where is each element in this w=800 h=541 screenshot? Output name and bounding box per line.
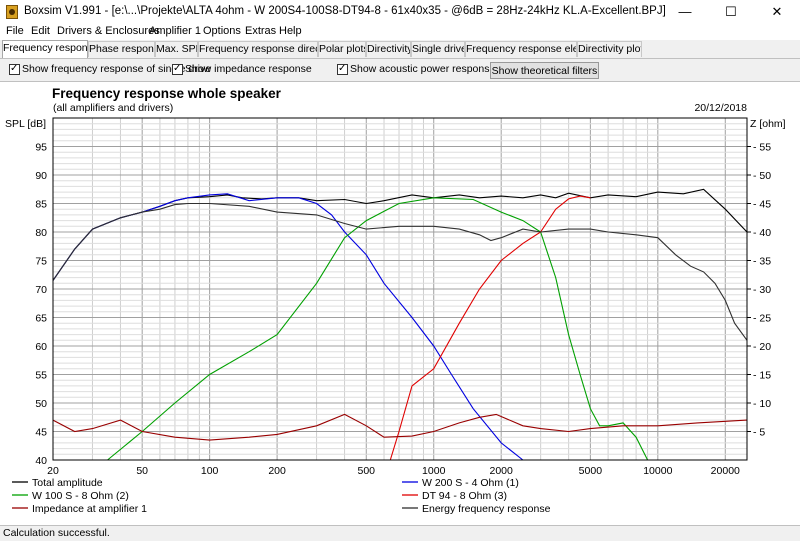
tab-polar-plots[interactable]: Polar plots — [318, 41, 366, 57]
single-driver-checkbox[interactable]: Show frequency response of single drive — [9, 62, 212, 76]
legend-label: Impedance at amplifier 1 — [32, 503, 147, 515]
series-line-4 — [389, 195, 591, 461]
legend-label: W 200 S - 4 Ohm (1) — [422, 477, 519, 489]
checkbox-checked-icon — [172, 62, 183, 76]
menu-bar: File Edit Drivers & Enclosures Amplifier… — [0, 24, 800, 40]
y-tick-label: 65 — [35, 313, 47, 325]
window-title: Boxsim V1.991 - [e:\...\Projekte\ALTA 4o… — [24, 5, 666, 17]
y-tick-label: 70 — [35, 284, 47, 296]
y-tick-label: 90 — [35, 170, 47, 182]
tab-frequency-response-directions[interactable]: Frequency response directions — [198, 41, 318, 57]
x-tick-label: 50 — [136, 465, 148, 477]
title-bar: Boxsim V1.991 - [e:\...\Projekte\ALTA 4o… — [0, 0, 800, 24]
menu-amplifier[interactable]: Amplifier 1 — [149, 25, 201, 37]
y-tick-label: 50 — [35, 398, 47, 410]
tab-frequency-response-electrical[interactable]: Frequency response electr... — [465, 41, 577, 57]
checkbox-checked-icon — [9, 62, 20, 76]
y-tick-label: 55 — [35, 370, 47, 382]
y2-tick-label: - 20 — [753, 341, 771, 353]
chart-date: 20/12/2018 — [694, 102, 747, 114]
menu-drivers-enclosures[interactable]: Drivers & Enclosures — [57, 25, 160, 37]
maximize-button[interactable]: ☐ — [725, 4, 737, 19]
x-tick-label: 100 — [201, 465, 219, 477]
y-tick-label: 40 — [35, 455, 47, 467]
impedance-checkbox-label: Show impedance response — [185, 63, 312, 75]
acoustic-power-checkbox-label: Show acoustic power response — [350, 63, 496, 75]
y2-axis-label: Z [ohm] — [750, 118, 786, 130]
tab-phase-response[interactable]: Phase response — [88, 41, 155, 57]
tab-directivity[interactable]: Directivity — [366, 41, 411, 57]
impedance-checkbox[interactable]: Show impedance response — [172, 62, 312, 76]
single-driver-checkbox-label: Show frequency response of single drive — [22, 63, 212, 75]
grid — [52, 117, 747, 461]
x-tick-label: 20000 — [711, 465, 740, 477]
y-tick-label: 75 — [35, 256, 47, 268]
frequency-response-chart: Frequency response whole speaker (all am… — [5, 86, 786, 515]
series-line-6 — [52, 202, 748, 341]
legend: Total amplitude W 200 S - 4 Ohm (1) W 100 … — [12, 477, 551, 515]
series-line-3 — [107, 197, 649, 461]
x-tick-label: 200 — [268, 465, 286, 477]
tab-frequency-response[interactable]: Frequency response. — [2, 40, 88, 58]
show-theoretical-filters-button[interactable]: Show theoretical filters — [490, 62, 599, 79]
y2-tick-label: - 50 — [753, 170, 771, 182]
plot-frame — [52, 117, 748, 461]
y2-tick-label: - 30 — [753, 284, 771, 296]
y2-tick-label: - 25 — [753, 313, 771, 325]
y2-tick-label: - 5 — [753, 427, 765, 439]
y-tick-label: 60 — [35, 341, 47, 353]
chart-title: Frequency response whole speaker — [52, 86, 282, 101]
chart-area: Frequency response whole speaker (all am… — [0, 82, 800, 525]
tick-labels: 20 50 100 200 500 1000 2000 5000 10000 20000 40 45 5… — [35, 142, 771, 478]
x-tick-label: 10000 — [643, 465, 672, 477]
x-tick-label: 20 — [47, 465, 59, 477]
minimize-button[interactable]: — — [678, 4, 692, 19]
y-tick-label: 45 — [35, 427, 47, 439]
options-toolbar: Show frequency response of single drive … — [0, 58, 800, 82]
close-button[interactable]: ✕ — [771, 4, 783, 19]
checkbox-checked-icon — [337, 62, 348, 76]
series-line-5 — [52, 413, 748, 441]
y2-tick-label: - 45 — [753, 199, 771, 211]
y2-tick-label: - 35 — [753, 256, 771, 268]
y2-tick-label: - 40 — [753, 227, 771, 239]
y2-tick-label: - 10 — [753, 398, 771, 410]
y2-tick-label: - 55 — [753, 142, 771, 154]
legend-label: W 100 S - 8 Ohm (2) — [32, 490, 129, 502]
tab-single-driver[interactable]: Single driver — [411, 41, 465, 57]
y-tick-label: 80 — [35, 227, 47, 239]
legend-label: DT 94 - 8 Ohm (3) — [422, 490, 507, 502]
y-tick-label: 85 — [35, 199, 47, 211]
menu-edit[interactable]: Edit — [31, 25, 50, 37]
acoustic-power-checkbox[interactable]: Show acoustic power response — [337, 62, 496, 76]
chart-subtitle: (all amplifiers and drivers) — [53, 102, 173, 114]
tab-directivity-plots[interactable]: Directivity plots — [577, 41, 642, 57]
x-tick-label: 5000 — [579, 465, 603, 477]
menu-file[interactable]: File — [6, 25, 24, 37]
y2-tick-label: - 15 — [753, 370, 771, 382]
x-tick-label: 500 — [358, 465, 376, 477]
series-lines — [52, 188, 748, 461]
y-axis-label: SPL [dB] — [5, 118, 46, 130]
status-text: Calculation successful. — [3, 527, 110, 539]
legend-label: Energy frequency response — [422, 503, 551, 515]
y-tick-label: 95 — [35, 142, 47, 154]
menu-options[interactable]: Options — [203, 25, 241, 37]
menu-help[interactable]: Help — [279, 25, 302, 37]
app-icon — [6, 5, 18, 19]
menu-extras[interactable]: Extras — [245, 25, 277, 37]
tab-bar: Frequency response. Phase response Max. … — [0, 40, 800, 58]
status-bar: Calculation successful. — [0, 525, 800, 541]
x-tick-label: 1000 — [422, 465, 446, 477]
x-tick-label: 2000 — [490, 465, 514, 477]
tab-max-spl[interactable]: Max. SPL — [155, 41, 198, 57]
legend-label: Total amplitude — [32, 477, 103, 489]
